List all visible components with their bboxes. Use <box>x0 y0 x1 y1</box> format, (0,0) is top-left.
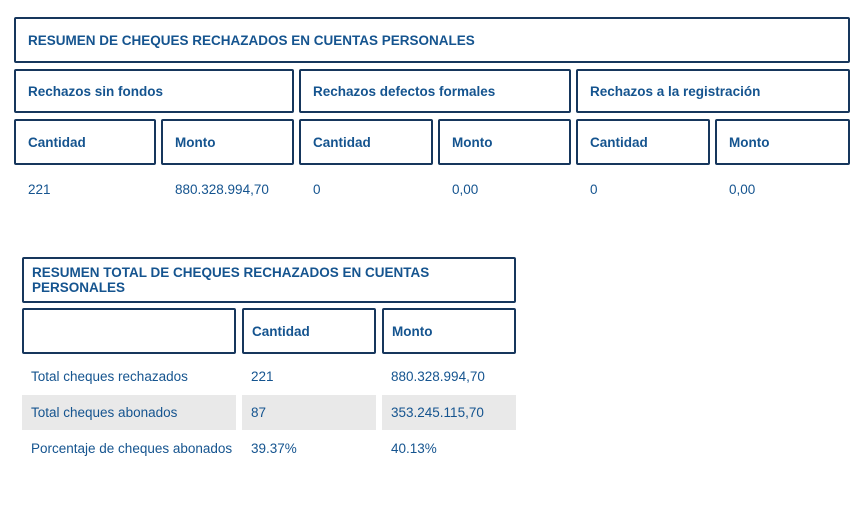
rejected-checks-summary-table: RESUMEN DE CHEQUES RECHAZADOS EN CUENTAS… <box>14 17 850 207</box>
value-cantidad-defectos: 0 <box>313 181 321 197</box>
table1-title: RESUMEN DE CHEQUES RECHAZADOS EN CUENTAS… <box>14 17 850 63</box>
table-row-total-abonados: Total cheques abonados 87 353.245.115,70 <box>22 395 516 430</box>
table1-values-row: 221 880.328.994,70 0 0,00 0 0,00 <box>14 171 850 207</box>
total-rejected-checks-table: RESUMEN TOTAL DE CHEQUES RECHAZADOS EN C… <box>22 257 516 466</box>
table2-title: RESUMEN TOTAL DE CHEQUES RECHAZADOS EN C… <box>22 257 516 303</box>
column-header-cantidad-sin-fondos: Cantidad <box>14 119 156 165</box>
table1-group-header-row: Rechazos sin fondos Rechazos defectos fo… <box>14 69 850 113</box>
table-row-total-rechazados: Total cheques rechazados 221 880.328.994… <box>22 359 516 394</box>
column-header-empty <box>22 308 236 354</box>
table2-body: Total cheques rechazados 221 880.328.994… <box>22 359 516 466</box>
value-cantidad-registracion: 0 <box>590 181 598 197</box>
column-header-cantidad-defectos: Cantidad <box>299 119 433 165</box>
table1-column-header-row: Cantidad Monto Cantidad Monto Cantidad M… <box>14 119 850 165</box>
value-monto-registracion: 0,00 <box>729 181 756 197</box>
group-header-rechazos-registracion: Rechazos a la registración <box>576 69 850 113</box>
column-header-monto-registracion: Monto <box>715 119 850 165</box>
value-monto-defectos: 0,00 <box>452 181 479 197</box>
column-header-monto-defectos: Monto <box>438 119 571 165</box>
value-cantidad-sin-fondos: 221 <box>28 181 51 197</box>
row-cantidad: 87 <box>242 395 376 430</box>
column-header-monto: Monto <box>382 308 516 354</box>
row-monto: 353.245.115,70 <box>382 395 516 430</box>
column-header-monto-sin-fondos: Monto <box>161 119 294 165</box>
column-header-cantidad-registracion: Cantidad <box>576 119 710 165</box>
row-monto: 880.328.994,70 <box>391 369 485 384</box>
group-header-rechazos-defectos-formales: Rechazos defectos formales <box>299 69 571 113</box>
row-label: Total cheques rechazados <box>31 369 188 384</box>
row-label: Porcentaje de cheques abonados <box>31 441 233 456</box>
group-header-rechazos-sin-fondos: Rechazos sin fondos <box>14 69 294 113</box>
row-cantidad: 39.37% <box>251 441 297 456</box>
row-cantidad: 221 <box>251 369 274 384</box>
row-monto: 40.13% <box>391 441 437 456</box>
table-row-porcentaje-abonados: Porcentaje de cheques abonados 39.37% 40… <box>22 431 516 466</box>
table2-column-header-row: Cantidad Monto <box>22 308 516 354</box>
row-label: Total cheques abonados <box>22 395 236 430</box>
value-monto-sin-fondos: 880.328.994,70 <box>175 181 269 197</box>
column-header-cantidad: Cantidad <box>242 308 376 354</box>
rejected-checks-report: RESUMEN DE CHEQUES RECHAZADOS EN CUENTAS… <box>0 17 868 466</box>
